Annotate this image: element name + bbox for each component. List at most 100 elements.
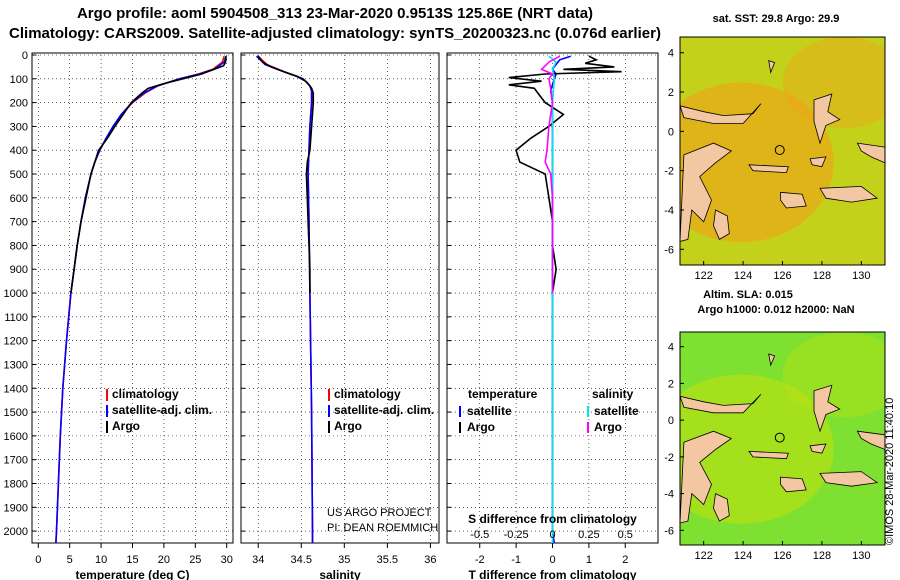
- land-polygon: [780, 476, 807, 493]
- legend-title-salinity: salinity: [592, 387, 634, 401]
- lat-tick-label: -2: [664, 452, 674, 464]
- land-polygon: [680, 394, 762, 414]
- x-tick-label: 5: [67, 554, 73, 566]
- land-polygon: [819, 185, 879, 203]
- x-tick-label: 15: [126, 554, 138, 566]
- legend-label: Argo: [467, 420, 495, 434]
- x-tick-label: 25: [189, 554, 201, 566]
- land-polygon: [809, 156, 827, 168]
- map-content: [680, 37, 885, 243]
- legend-label: Argo: [334, 419, 362, 433]
- x-tick-label: -1: [511, 554, 521, 566]
- legend-label: satellite-adj. clim.: [334, 403, 434, 417]
- panel-salinity: 34 34.5 35 35.5 36 salinity climatology satelli…: [240, 52, 440, 580]
- sla-map-subtitle: Argo h1000: 0.012 h2000: NaN: [697, 304, 854, 316]
- lat-tick-label: 2: [668, 378, 674, 390]
- float-position-marker: [774, 145, 785, 156]
- depth-tick-label: 0: [22, 50, 28, 62]
- legend-label: satellite-adj. clim.: [112, 403, 212, 417]
- land-polygon: [856, 142, 885, 164]
- legend-label: climatology: [112, 387, 179, 401]
- x-tick-label: 10: [95, 554, 107, 566]
- lat-tick-label: -2: [664, 166, 674, 178]
- map-content: [680, 332, 885, 524]
- depth-tick-label: 2000: [4, 526, 28, 538]
- x-tick-label: 1: [586, 554, 592, 566]
- x-tick-label: 36: [424, 554, 436, 566]
- depth-tick-label: 1400: [4, 383, 28, 395]
- x2-tick-label: -0.25: [504, 529, 529, 541]
- annotation-line: PI: DEAN ROEMMICH: [327, 522, 438, 534]
- title-line-1: Argo profile: aoml 5904508_313 23-Mar-20…: [76, 5, 594, 22]
- title-line-2: Climatology: CARS2009. Satellite-adjuste…: [9, 25, 661, 42]
- depth-tick-label: 900: [10, 264, 28, 276]
- sea-shade: [782, 332, 885, 418]
- x-tick-label: -2: [475, 554, 485, 566]
- lon-tick-label: 124: [734, 270, 752, 282]
- land-polygon: [680, 430, 733, 524]
- land-polygon: [809, 443, 827, 454]
- depth-tick-label: 1000: [4, 288, 28, 300]
- x-axis-label: T difference from climatology: [468, 568, 636, 580]
- x-tick-label: 35: [338, 554, 350, 566]
- lon-tick-label: 126: [773, 550, 791, 562]
- x-axis-label: temperature (deg C): [75, 568, 189, 580]
- land-polygon: [680, 103, 762, 124]
- lon-tick-label: 128: [813, 550, 831, 562]
- legend-label: Argo: [112, 419, 140, 433]
- x-tick-label: 34: [252, 554, 264, 566]
- annotation-line: US ARGO PROJECT: [327, 507, 432, 519]
- legend-label: climatology: [334, 387, 401, 401]
- land-polygon: [768, 353, 776, 367]
- land-polygon: [748, 450, 789, 460]
- sla-map: 4 2 0 -2 -4 -6 122 124 126 128 130: [664, 331, 886, 562]
- lat-tick-label: -4: [664, 205, 674, 217]
- lon-tick-label: 128: [813, 270, 831, 282]
- lat-tick-label: 4: [668, 48, 674, 60]
- panel-frame: [240, 52, 440, 544]
- lon-tick-label: 122: [694, 270, 712, 282]
- land-polygon: [780, 191, 807, 209]
- depth-tick-label: 1500: [4, 407, 28, 419]
- series-s-satellite: [548, 55, 558, 543]
- sst-map-title: sat. SST: 29.8 Argo: 29.9: [713, 13, 840, 25]
- series-t-argo: [508, 55, 622, 294]
- lon-tick-label: 124: [734, 550, 752, 562]
- legend-title-temperature: temperature: [468, 387, 538, 401]
- sla-map-title: Altim. SLA: 0.015: [703, 289, 793, 301]
- x-tick-label: 0: [35, 554, 41, 566]
- land-polygon: [768, 60, 776, 74]
- land-polygon: [819, 471, 879, 487]
- float-position-marker: [774, 432, 785, 443]
- depth-tick-label: 200: [10, 98, 28, 110]
- land-polygon: [813, 384, 841, 433]
- series-argo: [70, 56, 227, 294]
- lon-tick-label: 130: [852, 550, 870, 562]
- x2-axis-label: S difference from climatology: [468, 512, 637, 526]
- depth-tick-label: 1600: [4, 431, 28, 443]
- x-tick-label: 20: [158, 554, 170, 566]
- panel-temperature: 0100200300400500600700800900100011001200…: [4, 50, 234, 580]
- land-polygon: [713, 209, 730, 240]
- legend-label: satellite: [594, 404, 639, 418]
- land-polygon: [813, 93, 841, 145]
- sst-map: 4 2 0 -2 -4 -6 122 124 126 128 130: [664, 36, 886, 282]
- depth-tick-label: 1100: [4, 312, 28, 324]
- x2-tick-label: -0.5: [470, 529, 489, 541]
- lat-tick-label: 2: [668, 87, 674, 99]
- lat-tick-label: 0: [668, 126, 674, 138]
- depth-tick-label: 1700: [4, 455, 28, 467]
- x2-tick-label: 0.5: [618, 529, 633, 541]
- depth-tick-label: 100: [10, 74, 28, 86]
- legend-label: satellite: [467, 404, 512, 418]
- lat-tick-label: 0: [668, 415, 674, 427]
- x-axis-label: salinity: [319, 568, 361, 580]
- x2-tick-label: 0: [549, 529, 555, 541]
- lon-tick-label: 130: [852, 270, 870, 282]
- land-polygon: [713, 493, 730, 522]
- depth-tick-label: 1200: [4, 336, 28, 348]
- depth-tick-label: 1300: [4, 359, 28, 371]
- panel-difference: -2 -1 0 1 2 T difference from climatology temp…: [446, 52, 659, 580]
- x-tick-label: 34.5: [291, 554, 312, 566]
